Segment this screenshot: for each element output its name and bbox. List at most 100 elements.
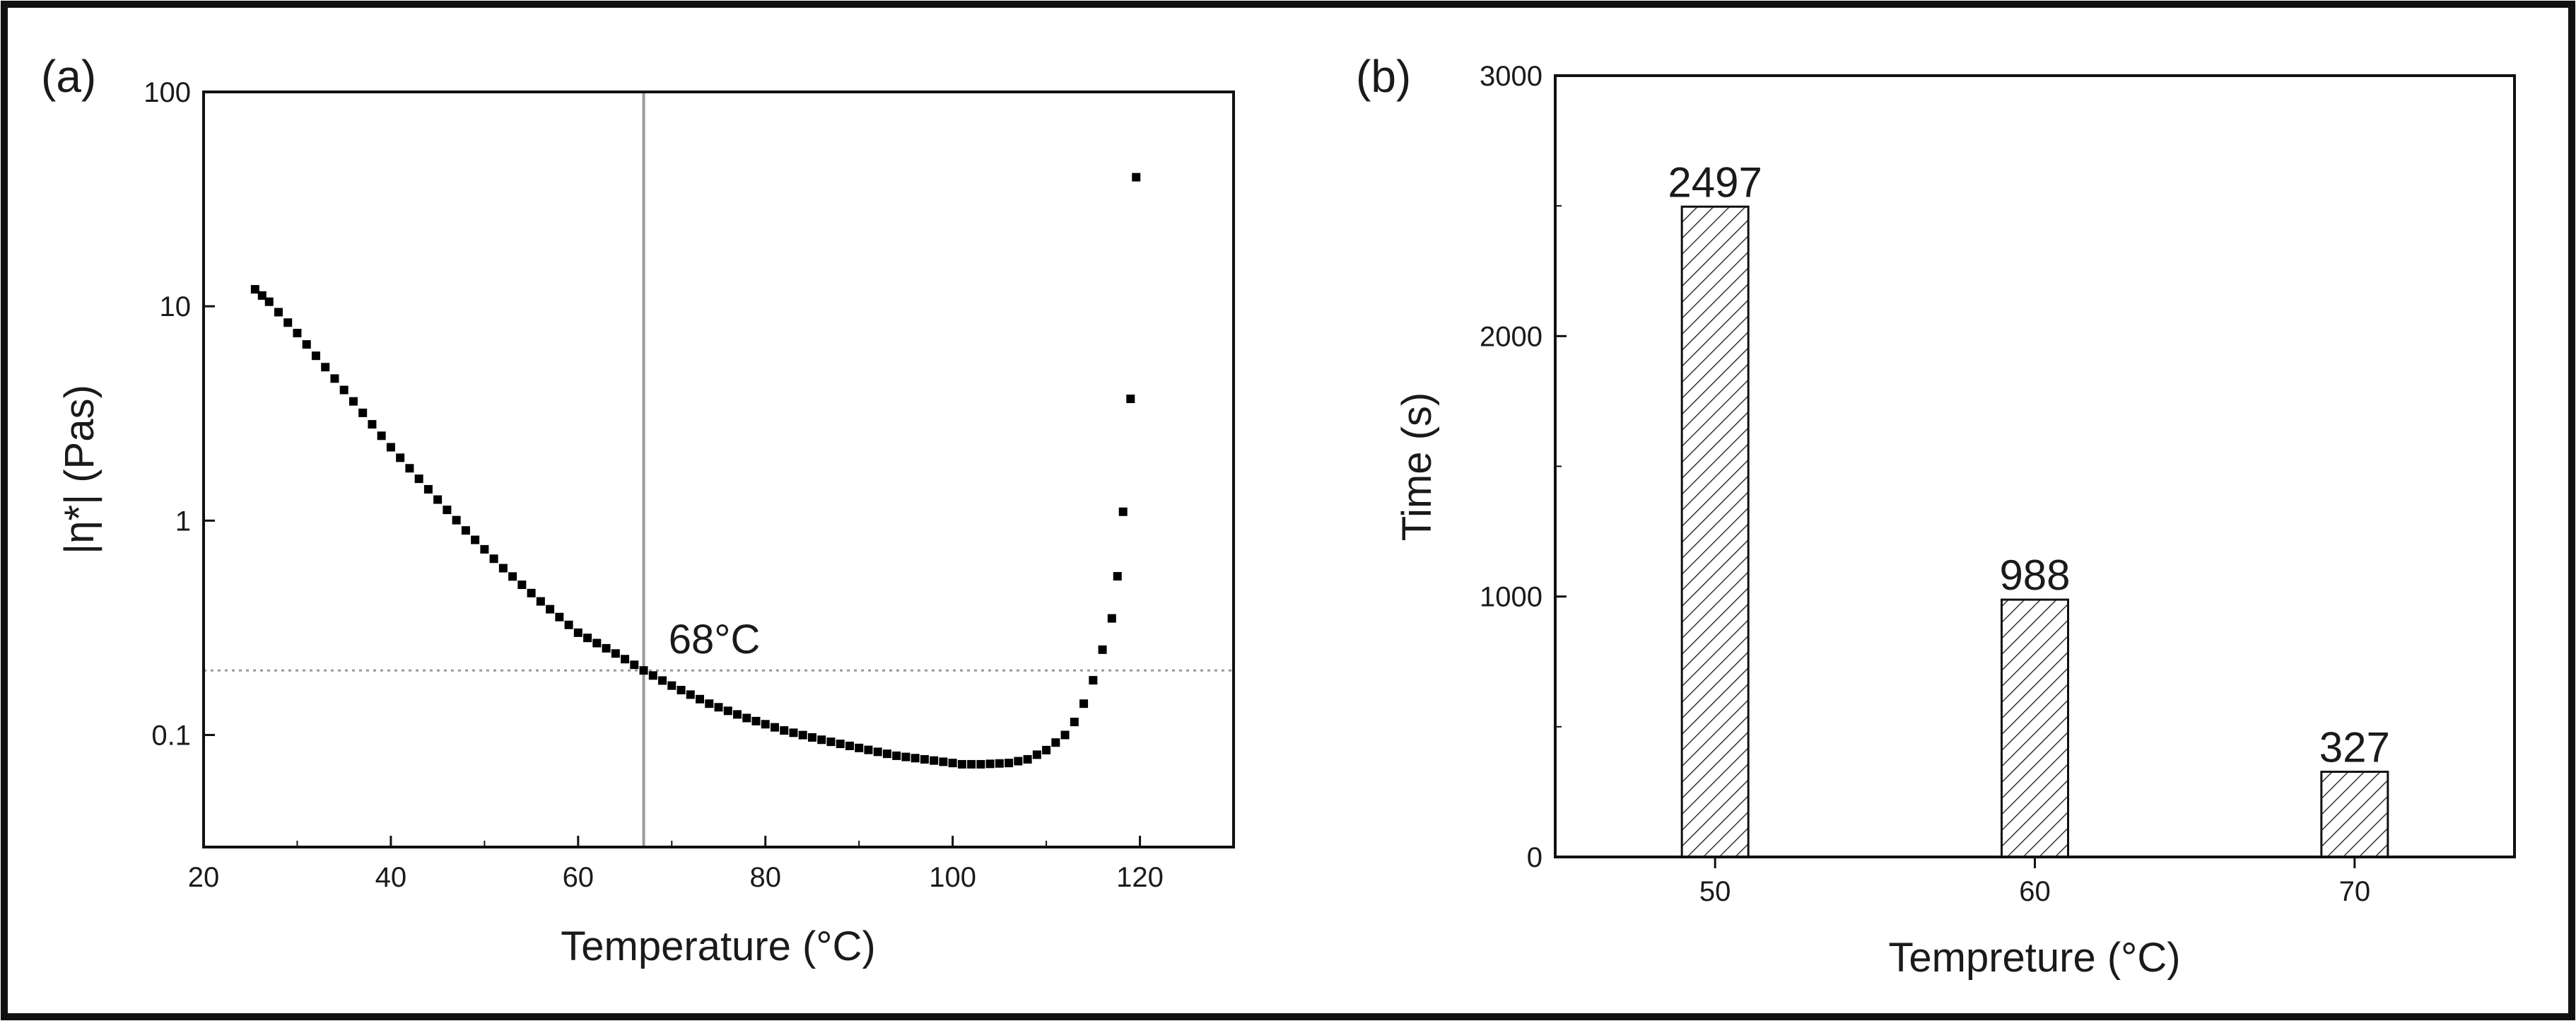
data-point [257, 291, 267, 300]
panel-a-y-tick-label: 0.1 [151, 720, 191, 751]
data-point [882, 749, 891, 759]
data-point [696, 694, 705, 704]
bar-50 [1680, 205, 1750, 858]
data-point [742, 713, 751, 723]
panel-a-x-tick-label: 120 [1116, 862, 1164, 893]
data-point [423, 485, 433, 494]
panel-a-chart: 20 40 60 80 100 120 0.1 1 10 100 68°C Temperatur… [57, 77, 1235, 969]
annotation-68c: 68°C [669, 617, 761, 663]
panel-a-plot-frame [202, 91, 1235, 848]
data-point [817, 735, 826, 745]
panel-a-y-ticks: 0.1 1 10 100 [144, 77, 215, 751]
panel-a-x-ticks: 20 40 60 80 100 120 [188, 836, 1234, 893]
data-point [573, 628, 582, 637]
data-point [920, 754, 929, 764]
data-point [639, 666, 648, 675]
data-point [855, 743, 864, 752]
data-point [461, 526, 470, 535]
bar-value-label: 988 [1999, 552, 2070, 599]
data-point [368, 420, 377, 429]
data-point [714, 703, 723, 712]
data-point [250, 285, 259, 294]
panel-b-x-ticks: 50 60 70 [1699, 857, 2370, 907]
panel-a-data-points [250, 173, 1141, 769]
panel-b-x-axis-label: Tempreture (°C) [1888, 935, 2180, 981]
data-point [1107, 614, 1116, 623]
data-point [386, 443, 395, 452]
data-point [732, 710, 742, 719]
data-point [1132, 173, 1141, 182]
data-point [339, 385, 349, 395]
data-point [836, 740, 845, 749]
data-point [489, 554, 498, 564]
data-point [302, 340, 311, 349]
panel-b-y-tick-label: 3000 [1480, 61, 1542, 92]
bar-value-label: 2497 [1668, 158, 1762, 206]
data-point [705, 699, 714, 708]
data-point [546, 605, 555, 614]
data-point [1118, 507, 1128, 516]
data-point [536, 597, 545, 606]
data-point [583, 634, 592, 643]
data-point [995, 759, 1004, 768]
data-point [873, 747, 882, 757]
panel-b-y-tick-label: 0 [1527, 842, 1542, 873]
data-point [452, 515, 461, 525]
data-point [311, 351, 320, 361]
data-point [1060, 730, 1070, 740]
data-point [957, 759, 966, 769]
data-point [396, 453, 405, 462]
data-point [1089, 676, 1098, 685]
data-point [1032, 750, 1041, 759]
panel-a-x-axis-label: Temperature (°C) [561, 923, 875, 969]
panel-a-y-tick-label: 1 [175, 506, 191, 537]
data-point [948, 759, 957, 768]
data-point [1079, 699, 1089, 708]
data-point [985, 759, 995, 769]
data-point [1113, 572, 1122, 581]
data-point [592, 638, 602, 648]
data-point [508, 572, 517, 581]
data-point [293, 329, 302, 338]
data-point [892, 751, 901, 760]
data-point [864, 745, 873, 754]
panel-b-x-tick-label: 60 [2019, 876, 2051, 907]
data-point [648, 671, 657, 680]
data-point [826, 737, 836, 747]
panel-a-x-tick-label: 60 [563, 862, 595, 893]
panel-a-label: (a) [41, 51, 96, 102]
data-point [930, 756, 939, 765]
panel-a-x-tick-label: 40 [375, 862, 407, 893]
data-point [321, 363, 330, 372]
data-point [433, 495, 443, 504]
data-point [939, 757, 948, 766]
data-point [611, 649, 620, 658]
data-point [780, 726, 789, 735]
data-point [723, 706, 732, 716]
data-point [405, 464, 414, 473]
data-point [517, 580, 527, 590]
data-point [667, 681, 677, 690]
data-point [630, 660, 639, 670]
data-point [443, 506, 452, 515]
data-point [807, 733, 816, 742]
data-point [1126, 395, 1135, 404]
data-point [358, 408, 368, 417]
data-point [901, 752, 911, 762]
data-point [414, 474, 423, 484]
panel-b-y-ticks: 0 1000 2000 3000 [1480, 61, 1567, 873]
data-point [480, 544, 489, 554]
panel-b-x-tick-label: 70 [2339, 876, 2371, 907]
bar-70 [2320, 771, 2389, 858]
panel-b-y-tick-label: 1000 [1480, 582, 1542, 613]
data-point [976, 759, 985, 769]
data-point [498, 564, 508, 573]
panel-b-y-tick-label: 2000 [1480, 321, 1542, 352]
panel-b-chart: 2497 988 327 50 60 70 0 1000 2000 3000 Tempretu… [1394, 61, 2516, 981]
panel-a-x-tick-label: 20 [188, 862, 220, 893]
data-point [471, 535, 480, 544]
panel-a-y-tick-label: 10 [160, 291, 192, 322]
data-point [1023, 754, 1032, 764]
data-point [798, 730, 807, 740]
panel-b-label: (b) [1356, 51, 1411, 102]
